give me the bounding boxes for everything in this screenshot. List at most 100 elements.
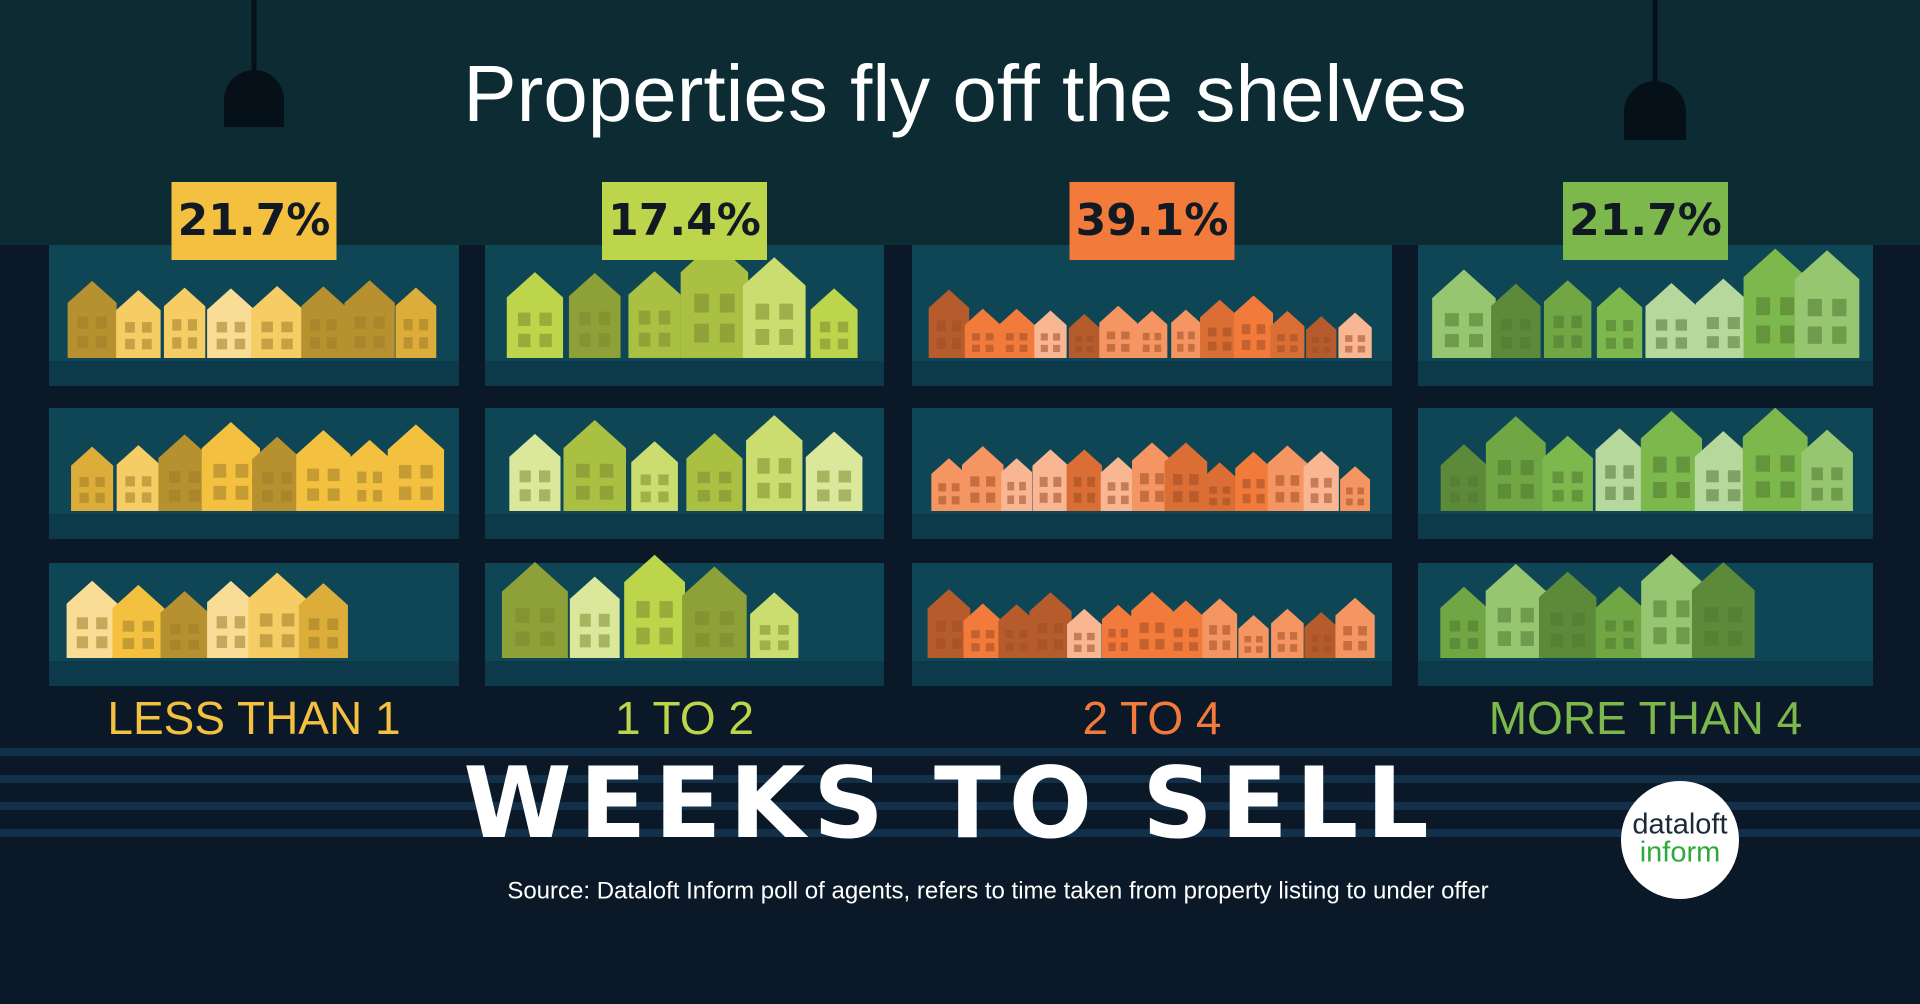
house-window	[1755, 455, 1771, 472]
house-window	[636, 601, 650, 618]
house-window	[599, 485, 614, 500]
shelf-board	[912, 514, 1392, 539]
house-window	[1120, 482, 1129, 491]
house-window	[1676, 627, 1690, 645]
house	[1202, 462, 1238, 511]
house-window	[817, 470, 830, 483]
house-window	[327, 636, 339, 649]
house-window	[308, 618, 320, 631]
house-window	[1290, 491, 1300, 503]
house-window	[1207, 327, 1217, 337]
house-window	[310, 319, 320, 331]
house	[750, 592, 799, 658]
category-label: LESS THAN 1	[107, 692, 400, 744]
house-window	[838, 489, 852, 502]
logo-text: dataloft	[1632, 809, 1727, 841]
house-window	[1188, 331, 1195, 340]
house-window	[168, 489, 181, 502]
house-window	[1449, 638, 1461, 650]
house-window	[518, 333, 531, 348]
house-window	[1155, 622, 1165, 633]
house-window	[1497, 460, 1512, 475]
house-window	[373, 316, 385, 329]
house	[1032, 449, 1069, 511]
house-window	[1242, 493, 1251, 504]
house	[251, 286, 304, 358]
house-window	[819, 338, 831, 350]
house-window	[936, 638, 946, 650]
house-window	[259, 613, 273, 627]
house-window	[187, 319, 198, 331]
house-window	[1623, 637, 1634, 649]
house-window	[141, 338, 152, 350]
house-window	[1655, 337, 1668, 349]
house-window	[1005, 333, 1014, 341]
house	[1267, 445, 1308, 511]
house	[1200, 299, 1240, 358]
house-window	[354, 316, 366, 329]
house-window	[1053, 639, 1064, 650]
value-label-box	[1563, 182, 1728, 260]
house-window	[326, 319, 337, 331]
house-window	[579, 311, 591, 326]
house-window	[539, 489, 551, 502]
house-window	[372, 471, 383, 484]
house-window	[540, 608, 555, 623]
house-group	[1432, 248, 1860, 658]
house-window	[1520, 607, 1534, 623]
house	[1099, 305, 1138, 358]
house-window	[1222, 640, 1231, 651]
house-window	[718, 490, 732, 502]
house	[1640, 410, 1703, 511]
house-window	[1605, 486, 1616, 501]
house-window	[188, 639, 200, 650]
house	[1743, 248, 1807, 358]
house-window	[281, 634, 295, 648]
house-window	[598, 613, 610, 627]
house-window	[1173, 628, 1183, 638]
house-window	[936, 620, 946, 632]
house-window	[778, 458, 792, 474]
house	[296, 430, 351, 511]
category-label: 1 TO 2	[615, 692, 754, 744]
house-window	[1120, 495, 1129, 505]
house-window	[1154, 332, 1162, 341]
house-window	[1706, 336, 1719, 349]
house-window	[1087, 476, 1095, 487]
house-window	[1343, 640, 1352, 651]
house	[682, 566, 747, 658]
house-window	[1357, 335, 1366, 342]
shelf-board	[912, 661, 1392, 686]
house-window	[1074, 346, 1082, 353]
house	[1794, 250, 1860, 358]
house-window	[213, 485, 227, 500]
house-window	[1497, 483, 1512, 499]
house-window	[141, 476, 152, 487]
house-window	[1311, 634, 1319, 642]
house-window	[1189, 491, 1199, 503]
house	[160, 591, 209, 658]
house-window	[216, 338, 228, 350]
house-window	[1311, 645, 1319, 653]
house-window	[1289, 644, 1298, 652]
house-window	[719, 633, 734, 647]
house-window	[970, 476, 980, 487]
house-window	[539, 470, 551, 483]
house	[1304, 612, 1339, 658]
house-window	[1605, 465, 1616, 479]
house-window	[719, 323, 735, 343]
house	[201, 421, 260, 511]
house-window	[1040, 333, 1048, 341]
house-window	[1073, 476, 1082, 487]
logo: dataloft inform	[1621, 781, 1739, 899]
house-window	[1706, 489, 1719, 502]
house-window	[759, 640, 771, 651]
source-note: Source: Dataloft Inform poll of agents, …	[507, 877, 1488, 904]
house-window	[1444, 313, 1459, 327]
house-window	[122, 638, 135, 650]
house-window	[1155, 490, 1164, 502]
house-window	[1256, 479, 1265, 489]
house-window	[1831, 467, 1843, 481]
house-window	[1275, 491, 1285, 503]
house	[963, 603, 1002, 658]
